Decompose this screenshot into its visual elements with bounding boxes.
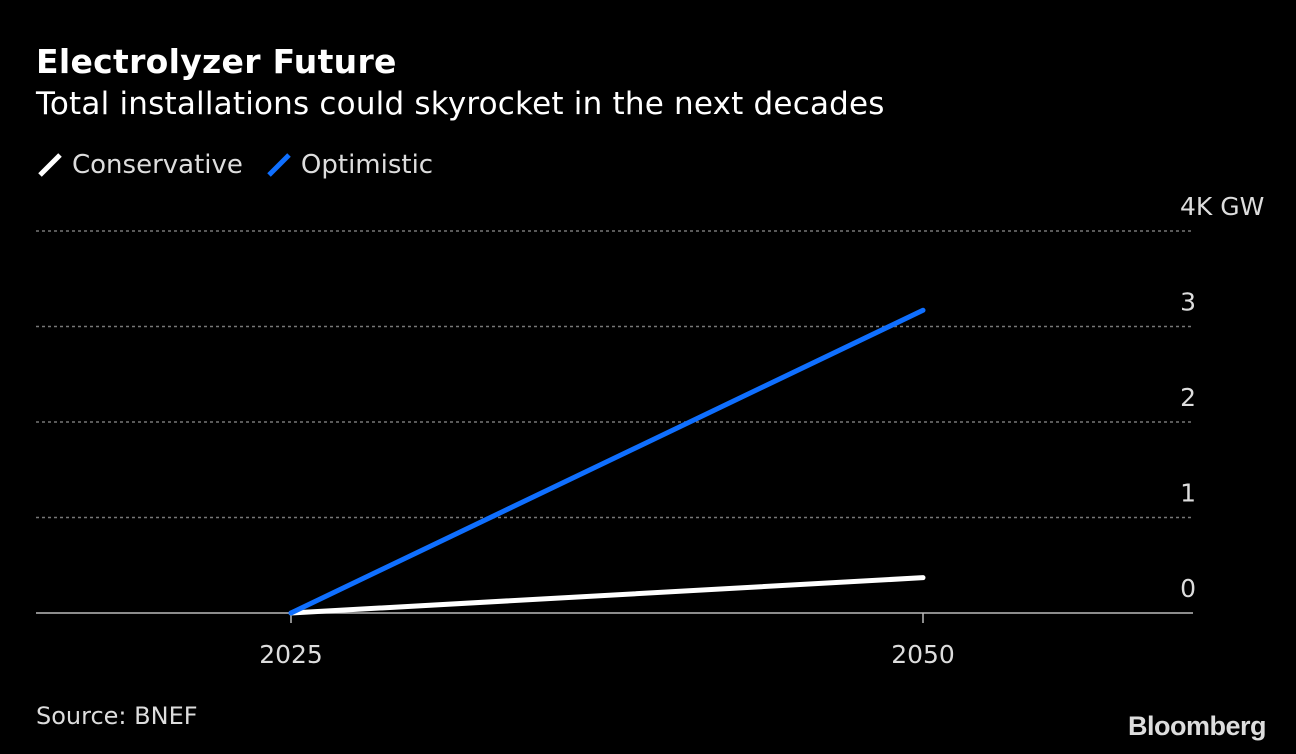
series-line-conservative <box>288 575 926 616</box>
bloomberg-logo: Bloomberg <box>1128 711 1267 741</box>
y-tick-label: 2 <box>1180 383 1196 412</box>
x-tick-label: 2050 <box>891 640 955 669</box>
series-line-optimistic <box>288 307 926 616</box>
grid-lines <box>36 230 1193 519</box>
legend: Conservative Optimistic <box>36 150 455 180</box>
legend-swatch-conservative <box>38 153 62 177</box>
legend-label-conservative: Conservative <box>72 150 243 180</box>
source-note: Source: BNEF <box>36 702 198 730</box>
legend-item-conservative: Conservative <box>36 150 243 180</box>
chart-subtitle: Total installations could skyrocket in t… <box>36 86 885 122</box>
y-axis-labels: 0 1 2 3 4K GW <box>1180 192 1264 603</box>
y-tick-label: 0 <box>1180 574 1196 603</box>
y-tick-label: 3 <box>1180 288 1196 317</box>
x-axis: 2025 2050 <box>36 612 1193 669</box>
x-tick-label: 2025 <box>259 640 323 669</box>
chart-title: Electrolyzer Future <box>36 42 397 81</box>
legend-swatch-optimistic <box>267 153 291 177</box>
legend-label-optimistic: Optimistic <box>300 150 434 180</box>
y-tick-label: 1 <box>1180 479 1196 508</box>
legend-item-optimistic: Optimistic <box>265 150 433 180</box>
y-tick-label: 4K GW <box>1180 192 1264 221</box>
series-lines <box>288 307 926 616</box>
